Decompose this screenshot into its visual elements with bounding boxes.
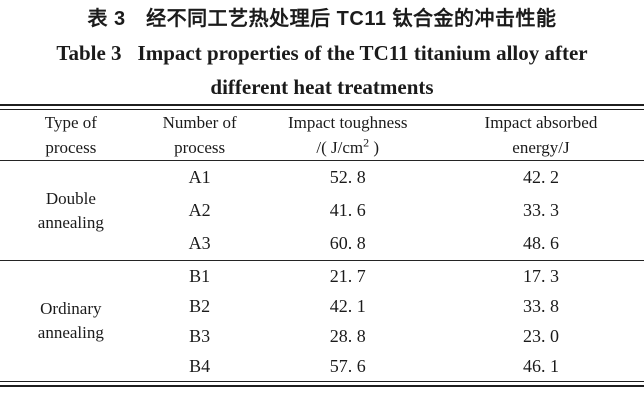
process-number-cell: A2 [188, 200, 211, 220]
toughness-value-cell: 42. 1 [329, 295, 366, 316]
header-impact-toughness: Impact toughness /( J/cm2 ) [257, 110, 438, 161]
table-row-b2: B2 42. 1 33. 8 [0, 291, 644, 321]
process-number-cell: B1 [189, 265, 211, 286]
energy-value-cell: 33. 8 [522, 295, 559, 316]
table-title-en: Table 3 Impact properties of the TC11 tit… [0, 36, 644, 104]
table-row-b3: B3 28. 8 23. 0 [0, 321, 644, 351]
table-row-b4: B4 57. 6 46. 1 [0, 351, 644, 381]
toughness-value-cell: 28. 8 [329, 325, 366, 346]
toughness-value-cell: 41. 6 [329, 200, 366, 220]
table-title-en-line2: different heat treatments [210, 75, 434, 99]
process-number-cell: A1 [188, 167, 211, 187]
table-bottom-double-rule [0, 381, 644, 387]
header-impact-toughness-unit-exponent: 2 [363, 135, 370, 150]
toughness-value-cell: 52. 8 [329, 167, 366, 187]
energy-value-cell: 48. 6 [437, 227, 644, 261]
table-row-a1: Double annealing A1 52. 8 42. 2 [0, 160, 644, 261]
group-label-double-annealing: Double annealing [0, 160, 142, 261]
process-number-cell: A3 [141, 227, 258, 261]
energy-value-cell: 46. 1 [522, 355, 559, 376]
process-number-cell: B4 [189, 355, 211, 376]
energy-value-cell: 33. 3 [522, 200, 559, 220]
header-impact-toughness-line1: Impact toughness [288, 113, 408, 132]
energy-value-cell: 23. 0 [522, 325, 559, 346]
header-type-of-process: Type of process [0, 110, 142, 161]
header-number-of-process: Number of process [141, 110, 258, 161]
impact-properties-table: Type of process Number of process Impact… [0, 110, 644, 381]
header-impact-toughness-unit-suffix: ) [369, 138, 380, 157]
toughness-value-cell: 57. 6 [329, 355, 366, 376]
toughness-value-cell: 21. 7 [329, 265, 366, 286]
header-impact-toughness-unit-prefix: /( J/cm [316, 138, 364, 157]
header-impact-absorbed-energy: Impact absorbed energy/J [437, 110, 644, 161]
table-row-a3: A3 60. 8 48. 6 [0, 227, 644, 261]
table-row-a2: A2 41. 6 33. 3 [0, 194, 644, 227]
table-title-zh: 表 3 经不同工艺热处理后 TC11 钛合金的冲击性能 [87, 8, 557, 30]
process-number-cell: B2 [189, 295, 211, 316]
energy-value-cell: 42. 2 [522, 167, 559, 187]
table-title-en-line1: Impact properties of the TC11 titanium a… [137, 41, 588, 65]
group-label-ordinary-annealing: Ordinary annealing [37, 299, 104, 342]
table-row-b1: Ordinary annealing B1 21. 7 17. 3 [0, 261, 644, 343]
table-top-double-rule [0, 104, 644, 110]
process-number-cell: B3 [189, 325, 211, 346]
energy-value-cell: 17. 3 [522, 265, 559, 286]
header-row: Type of process Number of process Impact… [0, 110, 644, 161]
table-number-label: Table 3 [56, 41, 122, 65]
toughness-value-cell: 60. 8 [257, 227, 438, 261]
